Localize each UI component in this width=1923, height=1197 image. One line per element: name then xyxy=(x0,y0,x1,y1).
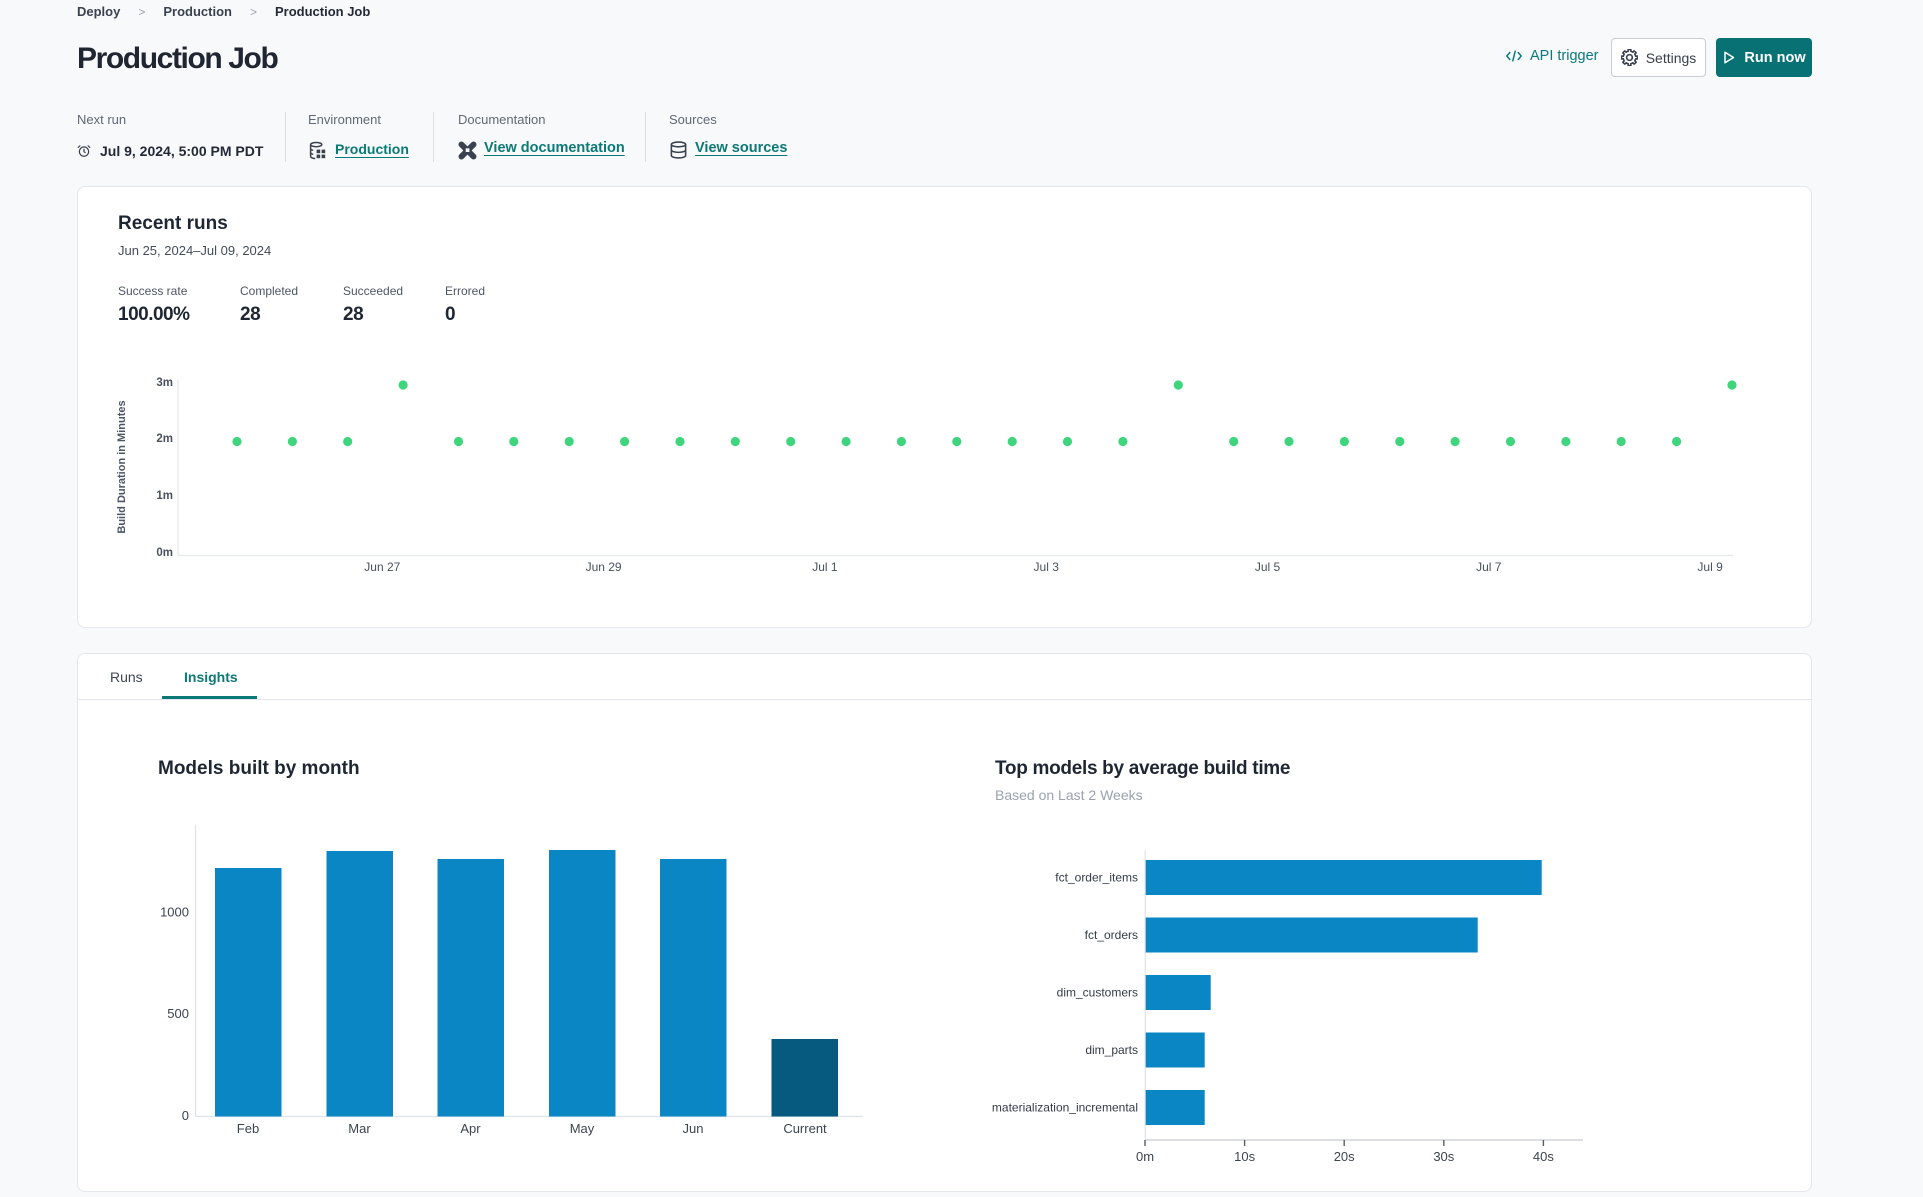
svg-text:Jul 5: Jul 5 xyxy=(1255,560,1281,574)
svg-text:10s: 10s xyxy=(1234,1149,1255,1164)
svg-text:Jun: Jun xyxy=(683,1121,704,1136)
svg-text:1m: 1m xyxy=(156,490,173,502)
svg-text:dim_parts: dim_parts xyxy=(1085,1043,1138,1057)
svg-text:Jul 3: Jul 3 xyxy=(1034,560,1060,574)
svg-text:20s: 20s xyxy=(1334,1149,1355,1164)
svg-text:Current: Current xyxy=(783,1121,827,1136)
svg-text:Apr: Apr xyxy=(460,1121,481,1136)
svg-text:0: 0 xyxy=(182,1108,189,1123)
svg-text:40s: 40s xyxy=(1533,1149,1554,1164)
svg-text:3m: 3m xyxy=(156,377,173,389)
svg-text:30s: 30s xyxy=(1433,1149,1454,1164)
svg-text:May: May xyxy=(570,1121,595,1136)
svg-text:500: 500 xyxy=(167,1006,189,1021)
svg-text:Jul 7: Jul 7 xyxy=(1476,560,1502,574)
svg-text:1000: 1000 xyxy=(160,905,189,920)
svg-text:materialization_incremental: materialization_incremental xyxy=(992,1101,1138,1115)
svg-text:fct_order_items: fct_order_items xyxy=(1055,871,1138,885)
svg-text:0m: 0m xyxy=(1136,1149,1154,1164)
svg-text:fct_orders: fct_orders xyxy=(1085,928,1138,942)
svg-text:Jun 27: Jun 27 xyxy=(364,560,400,574)
svg-text:Mar: Mar xyxy=(348,1121,371,1136)
svg-text:0m: 0m xyxy=(156,547,173,559)
svg-text:Feb: Feb xyxy=(237,1121,259,1136)
svg-text:Jul 1: Jul 1 xyxy=(812,560,838,574)
svg-text:Jul 9: Jul 9 xyxy=(1697,560,1723,574)
svg-text:2m: 2m xyxy=(156,433,173,445)
svg-text:Jun 29: Jun 29 xyxy=(586,560,622,574)
svg-text:dim_customers: dim_customers xyxy=(1057,986,1138,1000)
